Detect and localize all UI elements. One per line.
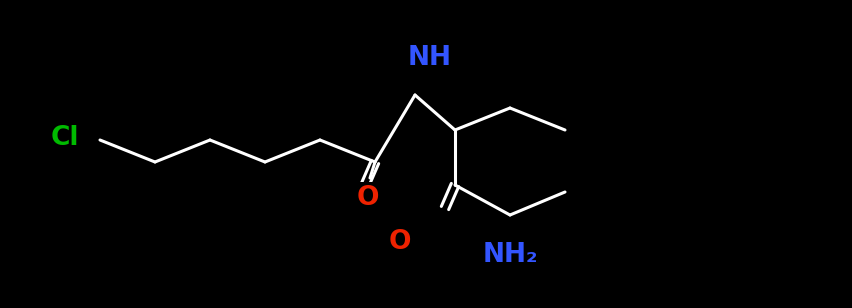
Text: O: O xyxy=(389,229,412,255)
Text: NH: NH xyxy=(408,45,452,71)
Text: O: O xyxy=(357,185,379,211)
Text: Cl: Cl xyxy=(51,125,79,151)
Text: NH₂: NH₂ xyxy=(482,242,538,268)
